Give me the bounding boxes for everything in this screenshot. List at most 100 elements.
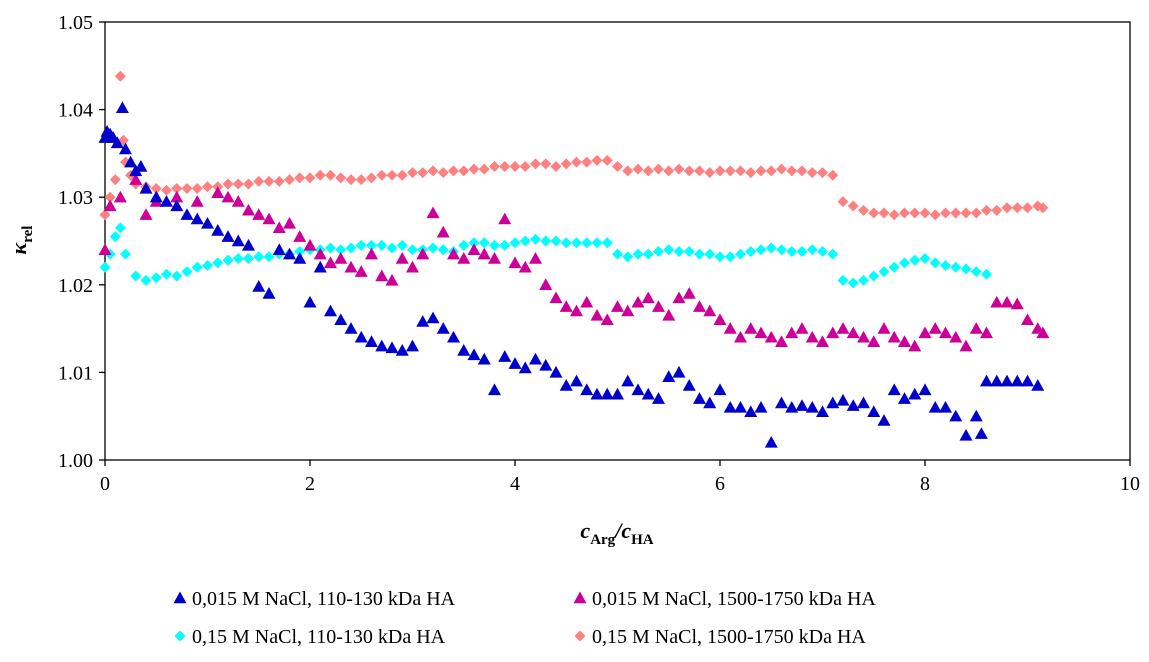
data-point <box>273 175 285 187</box>
data-point <box>867 405 881 418</box>
data-point <box>817 246 828 258</box>
data-point <box>918 326 932 339</box>
data-point <box>970 207 982 219</box>
data-point <box>990 295 1004 308</box>
data-point <box>560 237 572 249</box>
data-point <box>519 235 531 247</box>
data-point <box>591 154 603 166</box>
data-point <box>663 244 675 256</box>
data-point <box>150 182 162 194</box>
data-point <box>119 142 132 155</box>
data-point <box>682 287 696 299</box>
data-point <box>488 383 501 396</box>
data-point <box>499 161 511 173</box>
data-point <box>1000 295 1014 308</box>
data-point <box>221 190 235 203</box>
y-axis-title-sub: rel <box>20 226 36 243</box>
data-point <box>1021 313 1034 326</box>
data-point <box>735 165 746 177</box>
data-point <box>202 260 213 272</box>
data-point <box>396 169 408 181</box>
data-point <box>949 409 963 422</box>
data-point <box>376 239 388 251</box>
data-point <box>115 101 129 114</box>
plot-area <box>104 21 1131 461</box>
data-point <box>104 191 116 203</box>
data-point <box>918 383 932 396</box>
data-point <box>1037 202 1049 214</box>
data-point <box>795 322 809 334</box>
data-point <box>785 400 799 413</box>
data-point <box>314 169 326 181</box>
data-point <box>663 165 675 177</box>
data-point <box>161 184 172 196</box>
data-point <box>693 392 706 404</box>
data-point <box>263 251 275 263</box>
data-point <box>939 326 952 339</box>
data-point <box>694 165 705 177</box>
data-point <box>110 136 124 149</box>
x-tick-label: 2 <box>305 473 315 495</box>
data-point <box>898 392 911 404</box>
data-point <box>109 174 121 186</box>
data-point <box>376 169 388 181</box>
data-point <box>231 234 245 247</box>
data-point <box>868 207 880 219</box>
data-point <box>723 400 737 413</box>
data-point <box>375 269 389 282</box>
data-point <box>817 167 828 179</box>
data-point <box>242 238 255 251</box>
data-point <box>98 243 112 255</box>
data-point <box>601 154 613 166</box>
x-axis-title-var2: c <box>621 518 631 543</box>
legend-item: 0,015 M NaCl, 110-130 kDa HA <box>173 588 456 610</box>
data-point <box>294 172 306 184</box>
series-1 <box>98 101 1045 448</box>
data-point <box>632 163 644 175</box>
data-point <box>940 260 951 272</box>
data-point <box>744 405 758 418</box>
data-point <box>395 252 409 264</box>
data-point <box>878 266 890 278</box>
data-point <box>427 242 439 254</box>
data-point <box>662 308 676 321</box>
data-point <box>262 212 276 225</box>
axis-ticks: 0 2 4 6 8 10 1.00 1.01 1.02 1.03 1.04 1.05 <box>58 12 1140 495</box>
data-point <box>190 212 204 225</box>
data-point <box>846 326 860 339</box>
data-point <box>908 339 922 352</box>
legend-label: 0,15 M NaCl, 1500-1750 kDa HA <box>592 626 866 648</box>
data-point <box>191 182 203 194</box>
data-point <box>919 253 931 265</box>
data-point <box>406 260 419 273</box>
y-tick-label: 1.03 <box>58 187 93 209</box>
data-point <box>385 341 399 354</box>
data-point <box>191 261 203 273</box>
data-point <box>243 253 254 265</box>
data-point <box>457 344 471 356</box>
data-point <box>232 178 244 190</box>
data-point <box>171 182 183 194</box>
data-point <box>980 374 993 387</box>
data-point <box>324 256 337 269</box>
data-point <box>458 239 470 251</box>
x-tick-label: 8 <box>920 473 930 495</box>
data-point <box>313 247 327 260</box>
data-point <box>909 254 921 266</box>
data-point <box>642 165 654 177</box>
y-tick-label: 1.02 <box>58 275 93 297</box>
data-point <box>303 295 317 308</box>
data-point <box>149 190 163 203</box>
data-point <box>325 169 336 181</box>
data-point <box>723 322 737 334</box>
data-point <box>344 260 358 273</box>
data-point <box>211 223 225 236</box>
data-point <box>134 160 148 172</box>
data-point <box>139 181 153 194</box>
data-point <box>960 207 972 219</box>
data-point <box>509 161 521 173</box>
data-point <box>632 248 644 260</box>
data-point <box>857 330 870 343</box>
data-point <box>1010 297 1024 310</box>
data-point <box>222 254 234 266</box>
